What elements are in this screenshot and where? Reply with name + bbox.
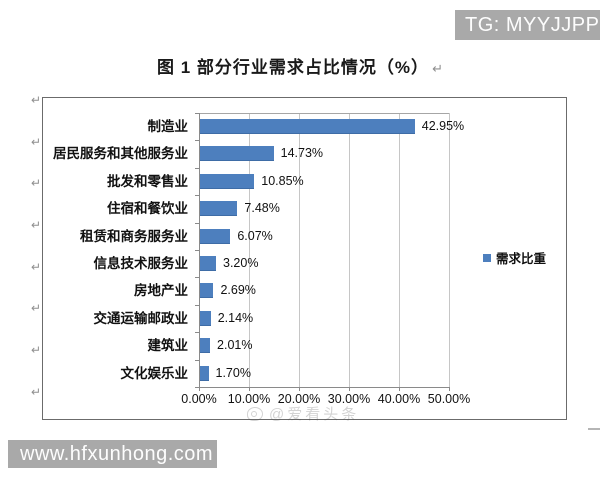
- value-label: 7.48%: [244, 201, 280, 216]
- x-axis-tick: [449, 387, 450, 391]
- y-axis-tick: [195, 387, 199, 388]
- value-label: 1.70%: [215, 365, 251, 380]
- category-label: 信息技术服务业: [93, 256, 189, 271]
- bar: [200, 201, 238, 217]
- category-label: 文化娱乐业: [120, 365, 189, 381]
- paragraph-return-icon: ↵: [30, 176, 42, 190]
- gridline: [449, 113, 450, 387]
- y-axis-tick: [195, 222, 199, 224]
- bar: [200, 173, 255, 189]
- value-axis-line: [199, 387, 450, 388]
- paragraph-return-icon: ↵: [30, 385, 42, 399]
- weibo-handle: @爱看头条: [269, 406, 360, 423]
- y-axis-tick: [195, 250, 199, 251]
- y-axis-tick: [195, 167, 199, 169]
- value-label: 42.95%: [421, 119, 465, 133]
- y-axis-tick: [195, 277, 199, 279]
- watermark-top-right: TG: MYYJJPP: [455, 10, 600, 40]
- right-edge-dash: [588, 428, 600, 430]
- chart-area: 需求比重 制造业 42.95% 居民服务和其他服务业 14.73% 批发和零售业 10.8…: [42, 97, 567, 420]
- category-label: 住宿和餐饮业: [107, 201, 188, 217]
- paragraph-return-icon: ↵: [30, 218, 42, 232]
- x-axis-tick: [299, 387, 300, 391]
- x-tick-label: 20.00%: [277, 392, 321, 406]
- watermark-weibo: @爱看头条: [247, 403, 359, 424]
- y-axis-tick: [195, 140, 199, 142]
- x-tick-label: 30.00%: [327, 392, 371, 406]
- x-tick-label: 50.00%: [427, 392, 471, 406]
- category-axis-line: [199, 113, 200, 387]
- x-tick-label: 0.00%: [181, 392, 217, 406]
- paragraph-return-icon: ↵: [432, 61, 443, 76]
- gridline: [349, 113, 350, 387]
- y-axis-tick: [195, 113, 199, 114]
- gridline: [299, 113, 300, 387]
- category-label: 制造业: [147, 119, 189, 134]
- paragraph-return-icon: ↵: [30, 343, 42, 357]
- category-label: 建筑业: [147, 338, 189, 354]
- gridline: [399, 113, 400, 387]
- x-tick-label: 10.00%: [227, 392, 271, 406]
- category-label: 交通运输邮政业: [93, 310, 189, 326]
- y-axis-tick: [195, 304, 199, 306]
- legend-swatch-icon: [483, 253, 491, 262]
- bar: [200, 310, 211, 326]
- gridline: [249, 113, 250, 387]
- value-label: 2.14%: [217, 310, 254, 325]
- bar: [200, 365, 209, 381]
- legend: 需求比重: [483, 248, 546, 267]
- bar: [200, 338, 211, 354]
- y-axis-tick: [195, 195, 199, 197]
- chart-caption-text: 图 1 部分行业需求占比情况（%）: [157, 58, 430, 77]
- category-label: 租赁和商务服务业: [80, 228, 188, 244]
- x-tick-label: 40.00%: [377, 392, 421, 406]
- value-label: 2.69%: [220, 283, 256, 298]
- x-axis-tick: [199, 387, 200, 391]
- bar: [200, 283, 214, 299]
- plot-top-border: [199, 113, 449, 114]
- bar: [200, 146, 274, 162]
- value-label: 6.07%: [237, 228, 273, 243]
- bar: [200, 256, 216, 271]
- paragraph-return-icon: ↵: [30, 135, 42, 149]
- paragraph-return-icon: ↵: [30, 93, 42, 107]
- y-axis-tick: [195, 359, 199, 361]
- chart-caption: 图 1 部分行业需求占比情况（%） ↵: [0, 53, 600, 78]
- value-label: 2.01%: [217, 338, 253, 353]
- watermark-bottom-left: www.hfxunhong.com: [8, 440, 217, 468]
- value-label: 3.20%: [223, 256, 259, 270]
- x-axis-tick: [349, 387, 350, 391]
- bar: [200, 119, 415, 134]
- legend-label: 需求比重: [496, 252, 547, 266]
- y-axis-tick: [195, 332, 199, 334]
- category-label: 批发和零售业: [107, 173, 188, 189]
- category-label: 房地产业: [134, 283, 188, 299]
- x-axis-tick: [399, 387, 400, 391]
- value-label: 10.85%: [261, 173, 304, 188]
- bar: [200, 228, 231, 244]
- paragraph-return-icon: ↵: [30, 260, 42, 274]
- category-label: 居民服务和其他服务业: [53, 146, 188, 162]
- value-label: 14.73%: [280, 146, 324, 161]
- paragraph-return-icon: ↵: [30, 301, 42, 315]
- x-axis-tick: [249, 387, 250, 391]
- weibo-eye-icon: [247, 406, 263, 421]
